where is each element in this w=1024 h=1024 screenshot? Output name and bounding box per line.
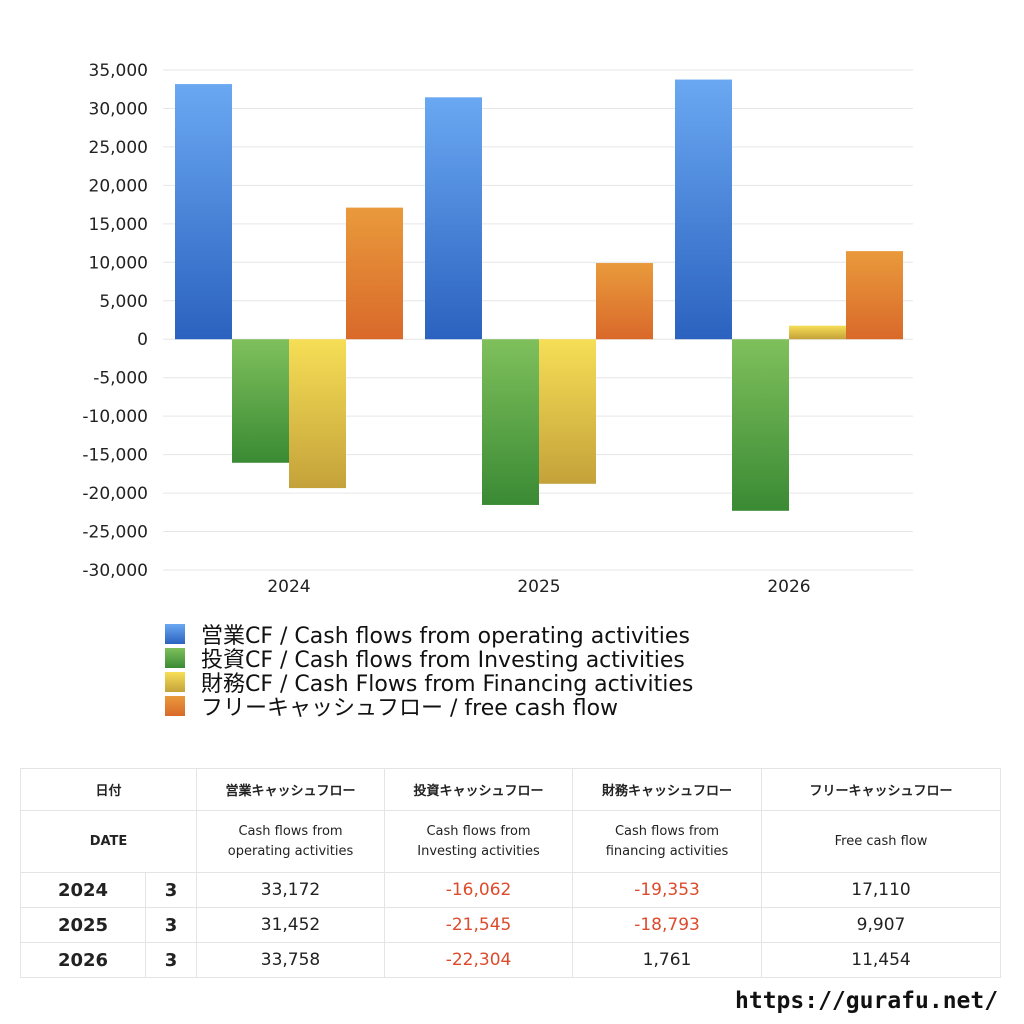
site-url[interactable]: https://gurafu.net/: [735, 988, 999, 1014]
y-tick-label: -15,000: [82, 446, 148, 466]
row-financing: -18,793: [572, 907, 763, 943]
bar-2025-series-3: [596, 263, 653, 340]
y-tick-label: 35,000: [89, 61, 148, 81]
header-operating-en: Cash flows from operating activities: [196, 810, 386, 873]
row-financing: 1,761: [572, 942, 763, 978]
y-tick-label: 0: [137, 330, 148, 350]
header-free-en: Free cash flow: [761, 810, 1002, 873]
y-tick-label: 15,000: [89, 215, 148, 235]
y-tick-label: 10,000: [89, 253, 148, 273]
header-financing-ja: 財務キャッシュフロー: [572, 768, 763, 811]
table-header-en: DATE Cash flows from operating activitie…: [19, 810, 1002, 873]
cash-flow-table: 日付 営業キャッシュフロー 投資キャッシュフロー 財務キャッシュフロー フリーキ…: [19, 768, 1002, 978]
row-investing: -22,304: [384, 942, 574, 978]
legend-item-operating: 営業CF / Cash flows from operating activit…: [165, 622, 693, 649]
row-operating: 31,452: [196, 907, 386, 943]
row-investing: -21,545: [384, 907, 574, 943]
bar-2025-series-2: [539, 339, 596, 484]
legend-swatch-operating: [165, 624, 185, 644]
bar-2024-series-3: [346, 207, 403, 340]
bar-2025-series-1: [482, 339, 539, 505]
x-axis-tick-labels: 2024 2025 2026: [267, 577, 810, 597]
row-free: 9,907: [761, 907, 1002, 943]
legend-label-investing: 投資CF / Cash flows from Investing activit…: [201, 648, 685, 673]
header-financing-en: Cash flows from financing activities: [572, 810, 763, 873]
header-investing-en: Cash flows from Investing activities: [384, 810, 574, 873]
row-operating: 33,172: [196, 872, 386, 908]
y-tick-label: 30,000: [89, 99, 148, 119]
row-free: 17,110: [761, 872, 1002, 908]
bar-2026-series-0: [675, 79, 732, 340]
row-month: 3: [144, 872, 198, 908]
header-date-en: DATE: [19, 810, 198, 873]
bar-2024-series-0: [175, 84, 232, 340]
x-tick-label: 2026: [767, 577, 810, 597]
y-axis-tick-labels: 35,000 30,000 25,000 20,000 15,000 10,000 5,00…: [82, 61, 148, 581]
y-tick-label: -20,000: [82, 484, 148, 504]
bar-2025-series-0: [425, 97, 482, 340]
legend-label-financing: 財務CF / Cash Flows from Financing activit…: [201, 672, 694, 697]
row-month: 3: [144, 942, 198, 978]
header-date-ja: 日付: [19, 768, 198, 811]
legend-item-free: フリーキャッシュフロー / free cash flow: [165, 694, 693, 721]
legend-label-free: フリーキャッシュフロー / free cash flow: [201, 696, 619, 721]
bar-2026-series-2: [789, 325, 846, 340]
y-tick-label: 25,000: [89, 138, 148, 158]
y-tick-label: -5,000: [93, 369, 148, 389]
legend-label-operating: 営業CF / Cash flows from operating activit…: [201, 624, 690, 649]
cash-flow-bar-chart: 35,000 30,000 25,000 20,000 15,000 10,000 5,00…: [82, 61, 913, 597]
bar-2024-series-2: [289, 339, 346, 489]
chart-legend: 営業CF / Cash flows from operating activit…: [165, 622, 693, 721]
table-header-ja: 日付 営業キャッシュフロー 投資キャッシュフロー 財務キャッシュフロー フリーキ…: [19, 768, 1002, 811]
row-financing: -19,353: [572, 872, 763, 908]
table-row: 2024 3 33,172 -16,062 -19,353 17,110: [20, 872, 1002, 908]
bar-2026-series-3: [846, 251, 903, 340]
y-tick-label: -10,000: [82, 407, 148, 427]
table-row: 2025 3 31,452 -21,545 -18,793 9,907: [20, 907, 1002, 943]
row-year: 2026: [20, 942, 146, 978]
legend-swatch-free: [165, 696, 185, 716]
chart-bars: [175, 79, 903, 511]
header-operating-ja: 営業キャッシュフロー: [196, 768, 386, 811]
bar-2024-series-1: [232, 339, 289, 463]
row-free: 11,454: [761, 942, 1002, 978]
x-tick-label: 2024: [267, 577, 310, 597]
y-tick-label: -30,000: [82, 561, 148, 581]
row-year: 2025: [20, 907, 146, 943]
row-operating: 33,758: [196, 942, 386, 978]
legend-item-investing: 投資CF / Cash flows from Investing activit…: [165, 646, 693, 673]
bar-2026-series-1: [732, 339, 789, 511]
legend-swatch-financing: [165, 672, 185, 692]
row-month: 3: [144, 907, 198, 943]
y-tick-label: 5,000: [99, 292, 148, 312]
y-tick-label: -25,000: [82, 523, 148, 543]
header-investing-ja: 投資キャッシュフロー: [384, 768, 574, 811]
table-row: 2026 3 33,758 -22,304 1,761 11,454: [20, 942, 1002, 978]
x-tick-label: 2025: [517, 577, 560, 597]
row-investing: -16,062: [384, 872, 574, 908]
header-free-ja: フリーキャッシュフロー: [761, 768, 1002, 811]
row-year: 2024: [20, 872, 146, 908]
legend-item-financing: 財務CF / Cash Flows from Financing activit…: [165, 670, 693, 697]
y-tick-label: 20,000: [89, 176, 148, 196]
legend-swatch-investing: [165, 648, 185, 668]
